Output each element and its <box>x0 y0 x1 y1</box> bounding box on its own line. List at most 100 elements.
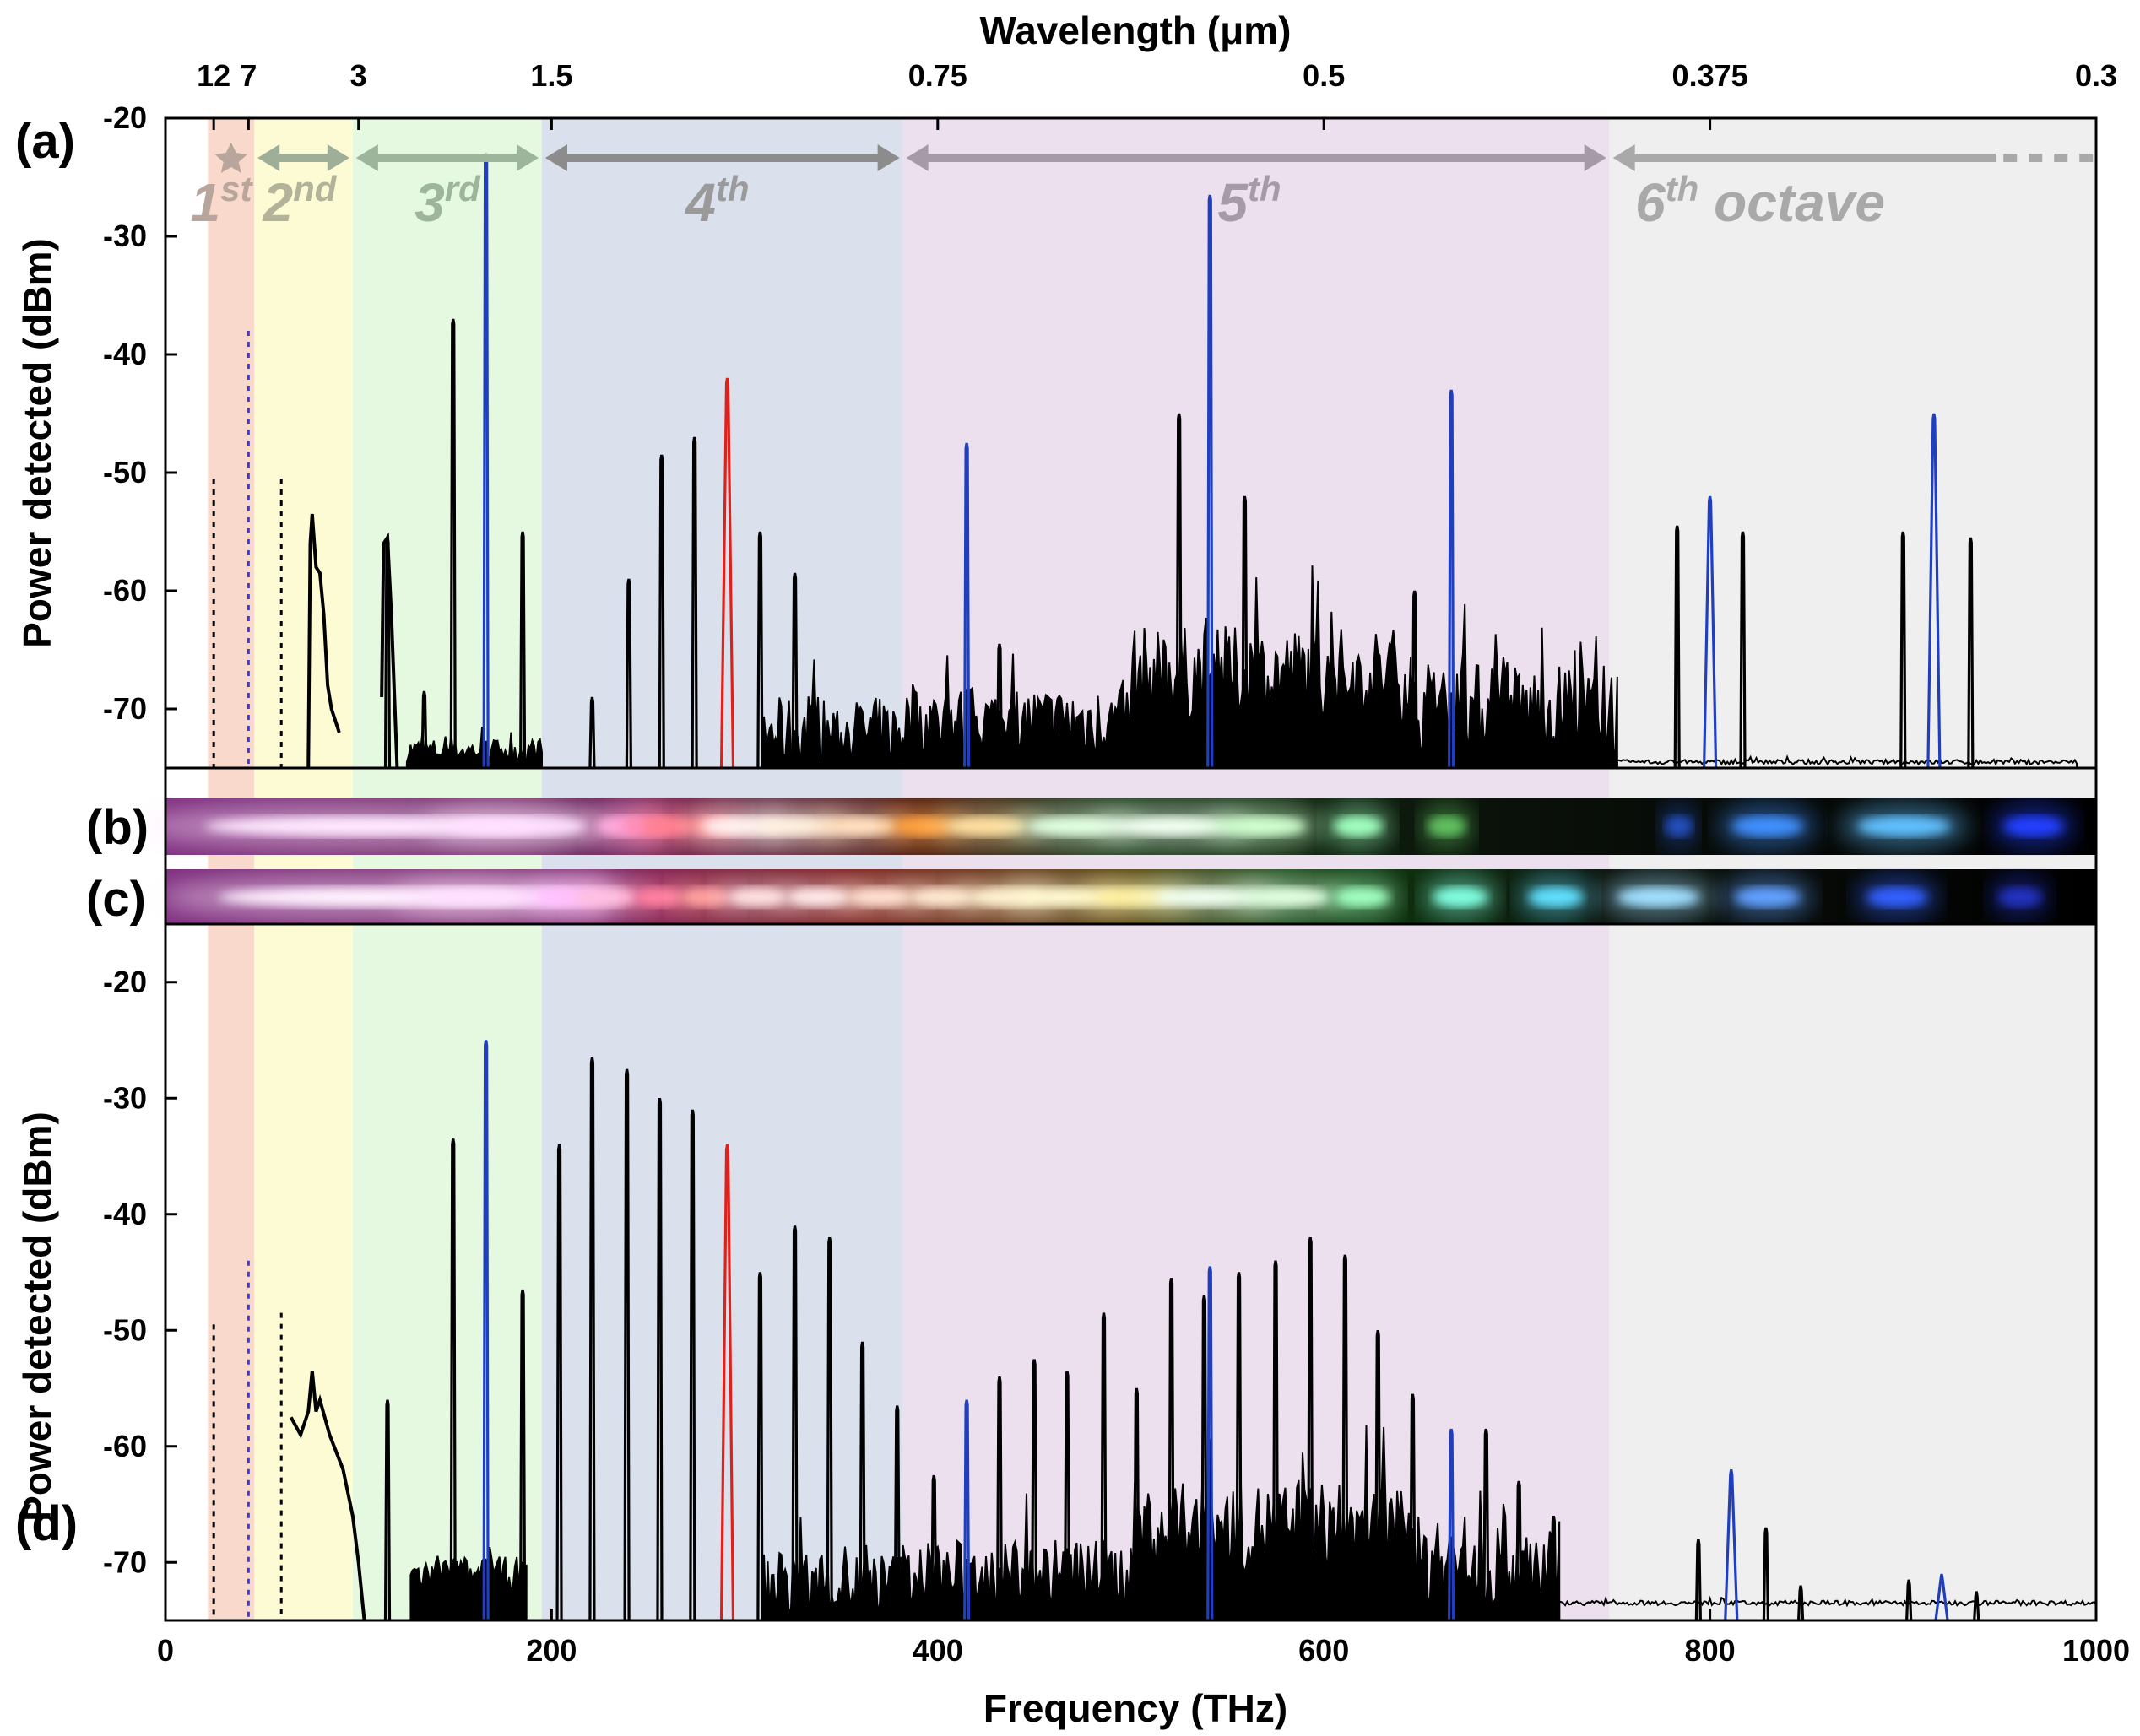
spectral-line <box>1762 1527 1770 1620</box>
panel-label-b: (b) <box>86 800 149 855</box>
light-spot <box>1617 887 1699 907</box>
spectral-line <box>1973 1591 1980 1620</box>
spectral-line <box>995 1376 1004 1620</box>
x-tick-label: 600 <box>1298 1633 1349 1668</box>
light-spot <box>727 887 788 907</box>
arrow-head <box>516 144 539 171</box>
light-spot <box>1528 887 1584 907</box>
octave-label-1: 1st <box>191 169 254 233</box>
star-icon <box>214 143 247 173</box>
x-tick-label: 1000 <box>2062 1633 2130 1668</box>
y-tick-label-a: -20 <box>103 100 147 135</box>
spectral-line <box>1168 1278 1175 1620</box>
spectral-line <box>756 1272 764 1620</box>
spectral-line <box>658 454 665 768</box>
spectral-line <box>1550 1515 1558 1620</box>
y-tick-label-d: -20 <box>103 965 147 999</box>
light-spot <box>1997 887 2042 907</box>
light-spot <box>1243 887 1331 907</box>
spectral-line <box>555 1144 563 1620</box>
spectral-line <box>756 531 764 768</box>
mir-hump-d <box>289 1371 366 1620</box>
noise-floor-5 <box>1410 1490 1561 1620</box>
spectral-line <box>625 578 632 768</box>
light-spot <box>1731 815 1803 837</box>
spectral-line <box>1515 1480 1523 1620</box>
noise-floor-1 <box>409 1546 528 1620</box>
light-spot <box>1335 887 1390 907</box>
top-tick-label: 0.5 <box>1303 58 1345 93</box>
light-spot <box>847 887 913 907</box>
spectral-line <box>1694 1539 1702 1620</box>
top-tick-label: 0.3 <box>2075 58 2117 93</box>
plot-frames <box>164 116 2098 1622</box>
spectral-line <box>1673 525 1681 768</box>
spectral-line <box>1409 1393 1417 1620</box>
arrow-head <box>877 144 900 171</box>
spectral-line <box>1341 1254 1349 1620</box>
top-tick-label: 3 <box>350 58 367 93</box>
panel-label-a: (a) <box>15 114 75 169</box>
spectral-line <box>1175 413 1183 768</box>
arrow-head <box>1612 144 1635 171</box>
panel-label-d: (d) <box>15 1496 78 1551</box>
light-spot <box>1333 815 1383 837</box>
arrow-head <box>906 144 929 171</box>
mir-hump-a2 <box>380 532 399 768</box>
spectral-line <box>1271 1260 1280 1620</box>
arrow-head <box>355 144 378 171</box>
octave-label-4: 4th <box>684 169 749 233</box>
spectral-line <box>1411 590 1418 768</box>
spectral-line <box>1307 1236 1314 1620</box>
spectral-line <box>383 1399 392 1620</box>
light-spot <box>1112 815 1233 837</box>
noise-floor-2 <box>762 659 904 768</box>
octave-arrows: 1st 2nd 3rd 4th 5th 6th octave <box>191 143 2096 233</box>
spectral-line <box>719 1144 735 1620</box>
spectral-line <box>963 1399 971 1620</box>
light-spot <box>819 815 902 837</box>
noise-floor-3 <box>902 653 1132 768</box>
light-spot <box>1218 815 1307 837</box>
y-tick-label-d: -60 <box>103 1429 147 1463</box>
spectral-line <box>588 1057 596 1620</box>
x-tick-label: 200 <box>526 1633 577 1668</box>
panel-a-plot <box>212 153 2078 768</box>
spectral-line <box>1905 1579 1913 1620</box>
spectral-line <box>791 1225 799 1620</box>
arrow-head <box>327 144 349 171</box>
spectral-line <box>691 436 698 768</box>
spectral-line <box>518 1289 527 1620</box>
x-tick-label: 400 <box>913 1633 963 1668</box>
y-tick-label-d: -70 <box>103 1544 147 1579</box>
spectral-line <box>1724 1468 1739 1620</box>
y-tick-label-d: -40 <box>103 1197 147 1231</box>
y-tick-label-a: -70 <box>103 691 147 726</box>
octave-label-5: 5th <box>1217 169 1281 233</box>
noise-floor-5 <box>1410 603 1618 768</box>
plot-frame-a <box>164 116 2098 770</box>
spectral-line <box>1926 413 1942 768</box>
spectral-line <box>893 1405 901 1620</box>
spectral-line <box>689 1109 696 1620</box>
top-axis-title: Wavelength (μm) <box>980 8 1292 52</box>
panel-label-c: (c) <box>86 872 146 927</box>
y-tick-label-d: -30 <box>103 1080 147 1115</box>
spectral-line <box>995 643 1004 768</box>
y-axis-title-a: Power detected (dBm) <box>15 238 59 648</box>
spectral-line <box>588 696 596 768</box>
noise-floor-4 <box>1130 1425 1412 1620</box>
top-tick-label: 12 <box>197 58 230 93</box>
spectral-line <box>420 690 428 768</box>
spectral-line <box>449 318 457 768</box>
spectral-line <box>791 572 799 768</box>
x-tick-label: 0 <box>157 1633 174 1668</box>
y-tick-label-a: -40 <box>103 337 147 371</box>
spectral-line <box>1031 1359 1038 1620</box>
y-tick-label-a: -60 <box>103 573 147 608</box>
arrow-head <box>257 144 280 171</box>
spectral-line <box>623 1068 631 1620</box>
noise-floor-6 <box>1558 1595 2096 1620</box>
noise-floor-6 <box>1616 754 2078 768</box>
photo-strips <box>138 798 2096 925</box>
